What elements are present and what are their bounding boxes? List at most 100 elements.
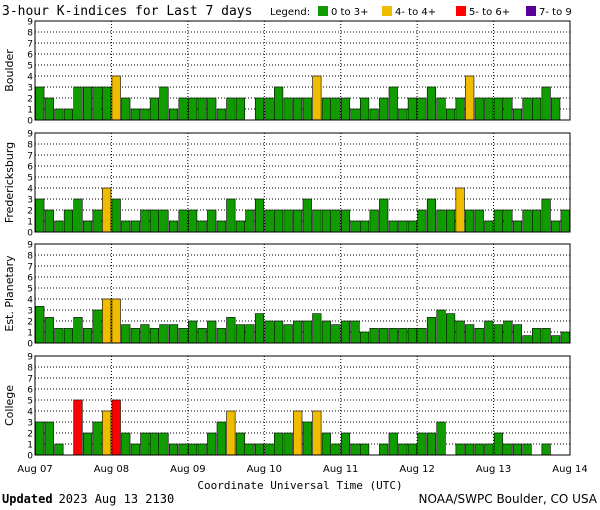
k-index-bar [379, 328, 389, 344]
k-index-bar [188, 320, 198, 344]
k-index-bar [140, 324, 150, 344]
y-tick-label: 7 [27, 40, 33, 50]
k-index-bar [102, 187, 112, 233]
k-index-bar [436, 97, 446, 121]
k-index-bar [398, 108, 408, 121]
y-tick-label: 1 [27, 106, 33, 116]
k-index-bar [245, 324, 255, 344]
k-index-bar [197, 97, 207, 121]
panel-frame [34, 132, 571, 233]
k-index-bar [455, 443, 465, 456]
k-index-bar [102, 298, 112, 344]
k-index-bar [159, 209, 169, 233]
k-index-bar [360, 97, 370, 121]
panel-frame [34, 20, 571, 121]
k-index-bar [493, 324, 503, 344]
k-index-bar [321, 209, 331, 233]
x-tick-label: Aug 08 [94, 464, 129, 475]
k-index-bar [102, 86, 112, 121]
k-index-bar [111, 298, 121, 344]
k-index-bar [388, 220, 398, 233]
k-index-bar [417, 209, 427, 233]
y-tick-label: 5 [27, 174, 33, 184]
k-index-bar [178, 328, 188, 344]
y-tick-label: 6 [27, 163, 33, 173]
k-index-bar [312, 313, 322, 344]
k-index-bar [111, 399, 121, 456]
y-tick-label: 2 [27, 95, 33, 105]
k-index-bar [503, 443, 513, 456]
k-index-bar [168, 108, 179, 121]
k-index-bar [474, 97, 484, 121]
k-index-bar [121, 97, 131, 121]
k-index-bar [417, 432, 427, 456]
k-index-bar [235, 220, 245, 233]
k-index-bar [398, 328, 408, 344]
k-index-bar [254, 313, 265, 344]
k-index-bar [235, 324, 245, 344]
k-index-bar [168, 324, 179, 344]
k-index-bar [130, 443, 140, 456]
y-tick-label: 7 [27, 375, 33, 385]
k-index-bar [512, 324, 523, 344]
k-index-bar [484, 220, 494, 233]
k-index-bar [216, 421, 226, 456]
k-index-bar [149, 432, 159, 456]
y-tick-label: 9 [27, 130, 33, 140]
k-index-bar [417, 328, 427, 344]
k-index-bar [130, 328, 140, 344]
y-tick-label: 6 [27, 274, 33, 284]
k-index-bar [474, 328, 484, 344]
k-index-bar [474, 443, 484, 456]
k-index-bar [331, 443, 341, 456]
y-tick-label: 6 [27, 51, 33, 61]
k-index-bar [63, 328, 74, 344]
panel-frame [34, 355, 571, 456]
panel-ylabel: Boulder [3, 49, 16, 92]
k-index-bar [159, 86, 169, 121]
k-index-bar [111, 75, 121, 121]
k-index-bar [522, 443, 532, 456]
k-index-bar [245, 443, 255, 456]
k-index-bar [149, 209, 159, 233]
k-index-bar [321, 97, 331, 121]
x-tick-label: Aug 09 [170, 464, 205, 475]
k-index-bar [264, 443, 274, 456]
k-index-bar [44, 317, 54, 344]
k-index-bar [121, 324, 131, 344]
k-index-bar [541, 86, 551, 121]
k-index-bar [312, 410, 322, 456]
k-index-bar [465, 209, 475, 233]
k-index-bar [302, 421, 312, 456]
k-index-bar [188, 209, 198, 233]
k-index-bar [130, 220, 140, 233]
legend-swatch [318, 6, 328, 16]
k-index-bar [522, 335, 532, 344]
k-index-bar [54, 328, 64, 344]
k-index-bar [350, 108, 360, 121]
k-index-bar [560, 209, 570, 233]
k-index-bar [197, 443, 207, 456]
x-tick-label: Aug 11 [323, 464, 358, 475]
y-tick-label: 4 [27, 296, 33, 306]
k-index-bar [379, 443, 389, 456]
k-index-bar [360, 331, 370, 344]
x-tick-label: Aug 13 [476, 464, 511, 475]
k-index-bar [407, 97, 417, 121]
k-index-bar [312, 75, 322, 121]
k-index-bar [455, 97, 465, 121]
y-tick-label: 8 [27, 364, 33, 374]
k-index-bar [82, 328, 93, 344]
k-index-bar [484, 320, 494, 344]
k-index-bar [465, 324, 475, 344]
k-index-bar [512, 220, 523, 233]
k-index-bar [226, 97, 236, 121]
k-index-bar [560, 331, 570, 344]
y-tick-label: 9 [27, 353, 33, 363]
legend-label: Legend: [270, 7, 310, 18]
k-index-bar [551, 97, 561, 121]
k-index-bar [44, 421, 54, 456]
k-index-bar [121, 432, 131, 456]
